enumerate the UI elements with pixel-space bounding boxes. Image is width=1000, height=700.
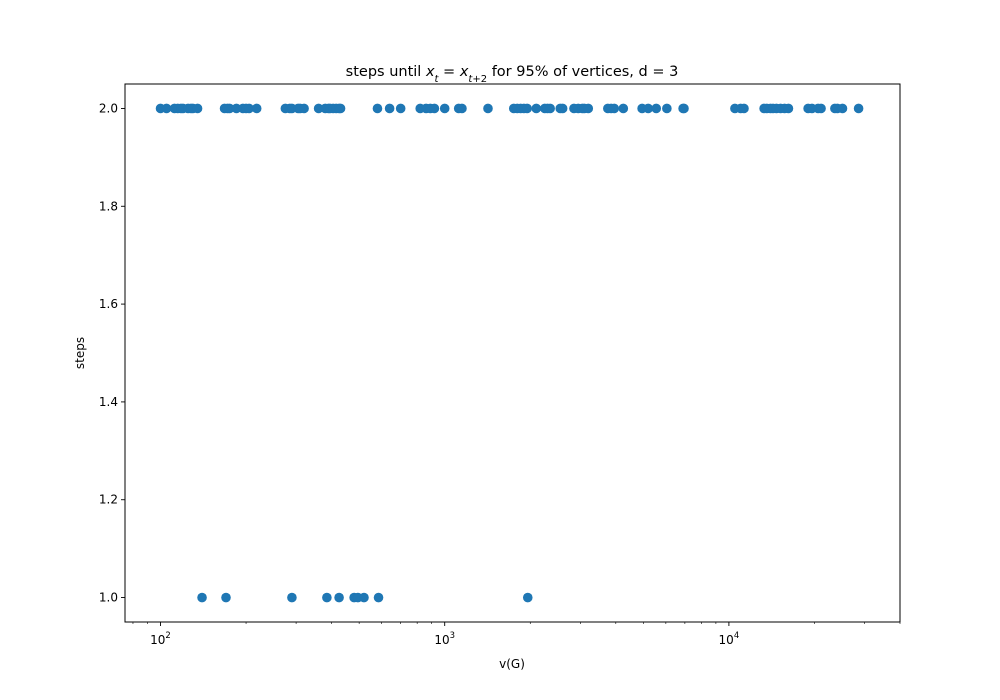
title-math-part: t — [468, 74, 473, 85]
x-tick-label: 103 — [434, 631, 455, 647]
title-math-part: +2 — [472, 74, 487, 85]
data-point — [679, 103, 689, 114]
data-point — [244, 103, 254, 114]
data-point — [224, 103, 235, 114]
x-tick-base: 10 — [719, 633, 734, 647]
data-point — [197, 592, 207, 603]
data-point — [439, 103, 450, 114]
x-axis-ticks: 102 103 104 — [132, 622, 901, 647]
data-point — [643, 103, 653, 114]
x-tick-exponent: 2 — [165, 631, 170, 641]
x-tick-base: 10 — [434, 633, 449, 647]
data-point — [322, 592, 332, 603]
data-point — [853, 103, 864, 114]
data-point — [583, 103, 594, 114]
title-math-part: = — [438, 64, 459, 80]
data-point — [384, 103, 395, 114]
title-text-prefix: steps until — [346, 64, 426, 80]
plot-frame — [124, 83, 901, 623]
y-tick-label: 2.0 — [99, 101, 118, 115]
data-point — [335, 103, 346, 114]
x-tick-exponent: 4 — [734, 631, 739, 641]
data-point — [287, 592, 297, 603]
data-point — [522, 592, 533, 603]
x-tick-base: 10 — [150, 633, 165, 647]
data-point — [545, 103, 555, 114]
data-points — [155, 103, 864, 603]
data-point — [837, 103, 848, 114]
y-tick-label: 1.0 — [99, 591, 118, 605]
data-point — [192, 103, 203, 114]
data-point — [557, 103, 568, 114]
data-point — [161, 103, 172, 114]
data-point — [373, 592, 384, 603]
data-point — [251, 103, 262, 114]
data-point — [531, 103, 542, 114]
data-point — [651, 103, 662, 114]
data-point — [609, 103, 620, 114]
y-tick-label: 1.2 — [99, 493, 118, 507]
y-tick-label: 1.4 — [99, 395, 118, 409]
x-tick-label: 102 — [150, 631, 171, 647]
x-tick-label: 104 — [719, 631, 740, 647]
data-point — [372, 103, 383, 114]
data-point — [221, 592, 231, 603]
data-point — [783, 103, 794, 114]
data-point — [395, 103, 406, 114]
data-point — [313, 103, 324, 114]
x-axis-label: v(G) — [499, 657, 525, 671]
chart-title: steps until xt = xt+2 for 95% of vertice… — [346, 64, 679, 85]
data-point — [522, 103, 532, 114]
data-point — [334, 592, 344, 603]
data-point — [739, 103, 749, 114]
y-axis-label: steps — [73, 337, 87, 369]
data-point — [429, 103, 440, 114]
data-point — [662, 103, 672, 114]
title-math-part: t — [435, 74, 440, 85]
data-point — [359, 592, 369, 603]
data-point — [618, 103, 629, 114]
title-math-part: x — [459, 64, 469, 80]
title-math-part: x — [425, 64, 435, 80]
y-tick-label: 1.8 — [99, 199, 118, 213]
y-tick-label: 1.6 — [99, 297, 118, 311]
x-tick-exponent: 3 — [450, 631, 455, 641]
data-point — [816, 103, 826, 114]
data-point — [457, 103, 467, 114]
data-point — [299, 103, 309, 114]
title-text-suffix: for 95% of vertices, d = 3 — [487, 64, 678, 80]
data-point — [483, 103, 493, 114]
y-axis-ticks: 1.0 1.2 1.4 1.6 1.8 2.0 — [99, 101, 125, 605]
